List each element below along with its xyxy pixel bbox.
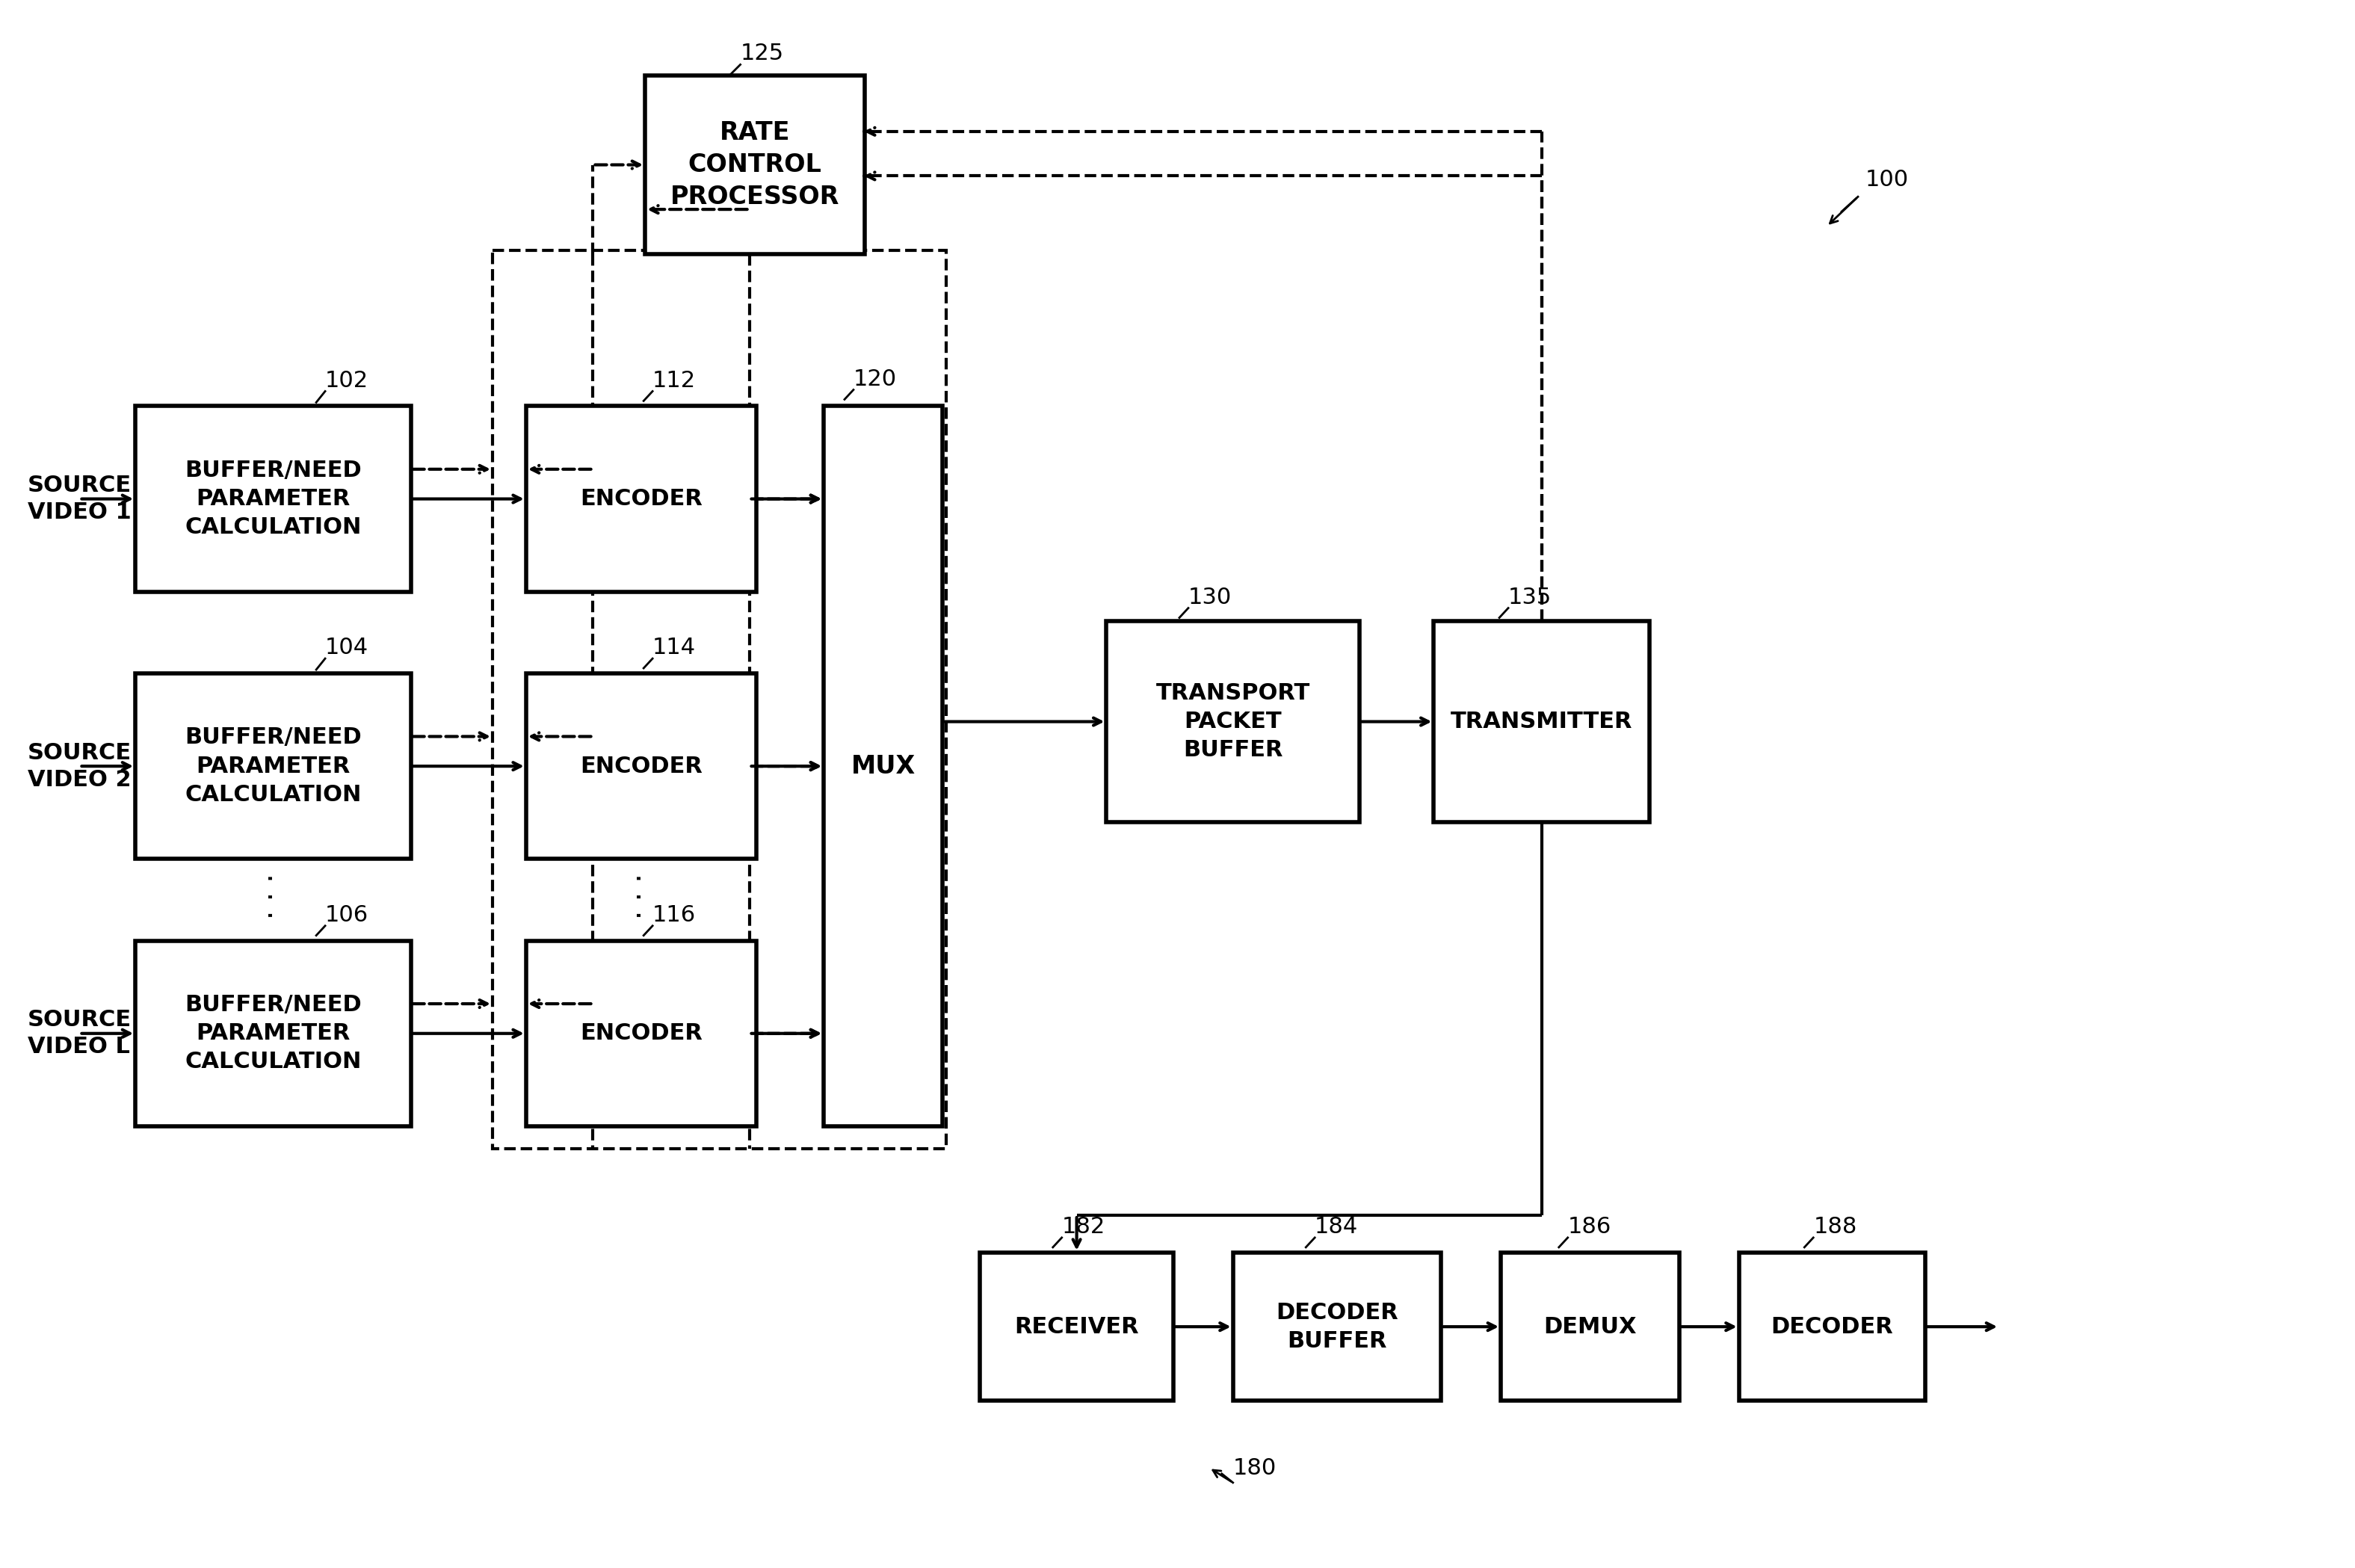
Text: 186: 186 [1568,1215,1611,1237]
Text: 114: 114 [652,637,697,659]
Bar [134,406,410,591]
Text: ENCODER: ENCODER [579,1022,702,1044]
Text: TRANSMITTER: TRANSMITTER [1451,710,1632,732]
Bar [525,406,756,591]
Text: RATE
CONTROL
PROCESSOR: RATE CONTROL PROCESSOR [671,121,838,210]
Bar [824,406,942,1126]
Bar [492,251,947,1148]
Bar [1500,1253,1679,1400]
Text: DEMUX: DEMUX [1543,1316,1637,1338]
Bar [525,673,756,859]
Text: TRANSPORT
PACKET
BUFFER: TRANSPORT PACKET BUFFER [1156,682,1309,760]
Text: 120: 120 [853,368,897,390]
Bar [134,673,410,859]
Text: ENCODER: ENCODER [579,756,702,778]
Bar [1434,621,1648,822]
Text: MUX: MUX [850,754,916,779]
Text: 106: 106 [325,905,370,925]
Bar [980,1253,1173,1400]
Text: SOURCE
VIDEO L: SOURCE VIDEO L [28,1010,132,1058]
Text: ENCODER: ENCODER [579,488,702,510]
Text: 130: 130 [1189,586,1232,608]
Bar [645,75,864,254]
Text: BUFFER/NEED
PARAMETER
CALCULATION: BUFFER/NEED PARAMETER CALCULATION [184,728,363,806]
Text: SOURCE
VIDEO 1: SOURCE VIDEO 1 [28,475,132,524]
Text: 112: 112 [652,370,697,392]
Text: 102: 102 [325,370,370,392]
Bar [134,941,410,1126]
Text: 104: 104 [325,637,370,659]
Text: 180: 180 [1234,1457,1276,1479]
Text: 135: 135 [1507,586,1552,608]
Text: 125: 125 [739,42,784,64]
Bar [1234,1253,1441,1400]
Text: BUFFER/NEED
PARAMETER
CALCULATION: BUFFER/NEED PARAMETER CALCULATION [184,994,363,1073]
Text: 184: 184 [1314,1215,1359,1237]
Text: DECODER
BUFFER: DECODER BUFFER [1276,1301,1399,1352]
Bar [525,941,756,1126]
Text: RECEIVER: RECEIVER [1015,1316,1140,1338]
Text: 188: 188 [1813,1215,1858,1237]
Text: · · ·: · · · [259,873,287,919]
Bar [1738,1253,1924,1400]
Text: BUFFER/NEED
PARAMETER
CALCULATION: BUFFER/NEED PARAMETER CALCULATION [184,459,363,538]
Text: 100: 100 [1865,169,1910,191]
Text: 182: 182 [1062,1215,1104,1237]
Text: SOURCE
VIDEO 2: SOURCE VIDEO 2 [28,742,132,790]
Text: · · ·: · · · [626,873,655,919]
Text: 116: 116 [652,905,697,925]
Text: DECODER: DECODER [1771,1316,1893,1338]
Bar [1107,621,1359,822]
